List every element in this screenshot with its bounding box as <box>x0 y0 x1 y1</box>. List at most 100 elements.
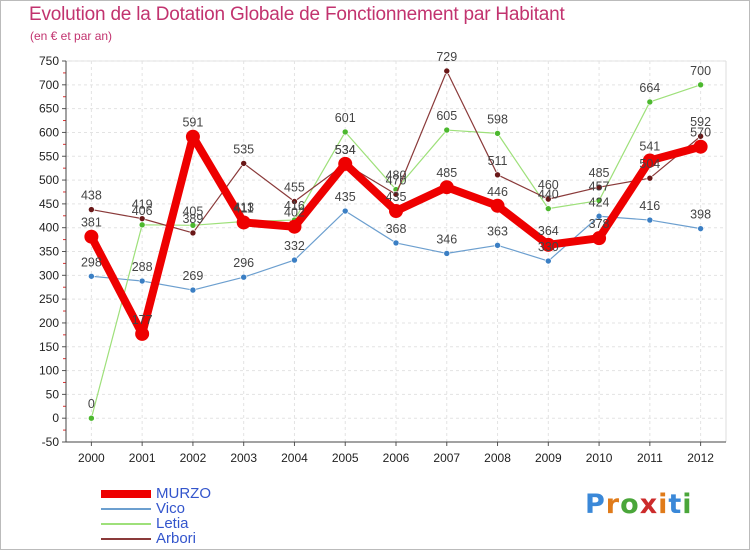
data-label-letia: 664 <box>639 81 660 95</box>
data-point-murzo <box>592 231 607 246</box>
data-point-arbori <box>392 191 400 198</box>
data-label-murzo: 435 <box>386 190 407 204</box>
x-tick-label: 2005 <box>332 451 359 465</box>
logo-letter: r <box>605 489 621 520</box>
legend-swatch-murzo <box>101 490 151 498</box>
series-layer <box>84 67 708 422</box>
data-point-arbori <box>545 195 552 203</box>
axes: -50 0 50 100 150 200 250 300 350 400 450 500 550 600 6… <box>39 54 726 465</box>
data-label-arbori: 438 <box>81 189 102 203</box>
data-label-letia: 700 <box>690 64 711 78</box>
logo-letter: P <box>585 489 606 520</box>
logo-letter: t <box>668 489 683 520</box>
data-label-murzo: 570 <box>690 126 711 140</box>
data-label-letia: 416 <box>284 199 305 213</box>
data-point-murzo <box>439 180 454 195</box>
data-label-letia: 406 <box>132 204 153 218</box>
data-label-murzo: 446 <box>487 185 508 199</box>
data-label-vico: 298 <box>81 255 102 269</box>
data-label-vico: 424 <box>589 195 610 209</box>
x-tick-label: 2006 <box>383 451 410 465</box>
y-tick-label: 400 <box>39 221 59 235</box>
data-point-arbori <box>291 198 298 205</box>
x-tick-label: 2002 <box>180 451 207 465</box>
x-tick-label: 2010 <box>586 451 613 465</box>
data-point-arbori <box>88 206 95 213</box>
logo-letter: i <box>658 489 669 520</box>
data-label-arbori: 485 <box>589 166 610 180</box>
logo-letter: i <box>682 489 693 520</box>
y-tick-label: 500 <box>39 173 59 187</box>
data-label-arbori: 419 <box>132 198 153 212</box>
data-point-murzo <box>642 153 657 168</box>
x-tick-label: 2011 <box>637 451 663 465</box>
data-label-vico: 346 <box>436 232 457 246</box>
data-label-arbori: 504 <box>639 157 660 171</box>
data-point-letia <box>189 222 197 229</box>
data-label-letia: 480 <box>386 169 407 183</box>
data-label-arbori: 729 <box>436 50 457 64</box>
data-label-murzo: 402 <box>284 206 305 220</box>
data-label-murzo: 534 <box>335 143 356 157</box>
data-label-murzo: 591 <box>182 116 203 130</box>
data-point-arbori <box>443 67 451 75</box>
data-point-letia <box>494 130 501 137</box>
data-point-letia <box>646 98 654 106</box>
data-label-arbori: 511 <box>488 154 508 168</box>
data-point-vico <box>138 277 146 285</box>
y-tick-label: 300 <box>39 268 59 282</box>
data-point-murzo <box>236 215 251 230</box>
data-label-murzo: 378 <box>589 217 610 231</box>
data-point-murzo <box>185 129 200 144</box>
data-label-vico: 363 <box>487 224 508 238</box>
data-point-arbori <box>240 160 247 167</box>
legend-label: Letia <box>156 515 189 532</box>
data-label-vico: 269 <box>182 269 203 283</box>
data-point-letia <box>138 221 146 229</box>
y-tick-label: 700 <box>39 78 59 92</box>
legend-label: Arbori <box>156 530 197 547</box>
data-label-vico: 296 <box>233 256 254 270</box>
data-point-vico <box>341 207 349 215</box>
data-point-letia <box>341 128 349 136</box>
proxiti-logo: Proxiti <box>585 489 693 520</box>
data-point-arbori <box>595 183 603 191</box>
x-tick-label: 2009 <box>535 451 562 465</box>
data-point-letia <box>697 81 704 89</box>
data-point-murzo <box>84 229 99 244</box>
data-point-vico <box>189 286 197 294</box>
x-tick-label: 2008 <box>484 451 511 465</box>
data-point-letia <box>443 126 451 134</box>
data-label-letia: 413 <box>233 200 254 214</box>
data-label-arbori: 470 <box>386 173 407 187</box>
y-tick-label: 0 <box>52 411 59 425</box>
data-point-vico <box>646 216 654 224</box>
data-point-vico <box>545 257 552 265</box>
y-tick-label: 200 <box>39 316 59 330</box>
chart-subtitle: (en € et par an) <box>30 29 113 43</box>
data-label-murzo: 485 <box>436 166 457 180</box>
legend-swatch-arbori <box>101 538 151 540</box>
data-point-vico <box>494 242 501 249</box>
data-label-letia: 0 <box>88 397 95 411</box>
data-point-vico <box>443 250 451 257</box>
data-label-arbori: 389 <box>182 212 203 226</box>
data-point-murzo <box>287 219 302 234</box>
y-tick-label: 100 <box>39 364 59 378</box>
y-tick-label: 450 <box>39 197 59 211</box>
y-tick-label: 150 <box>39 340 59 354</box>
data-label-vico: 288 <box>132 260 153 274</box>
x-tick-label: 2003 <box>230 451 257 465</box>
data-label-letia: 405 <box>182 204 203 218</box>
data-label-vico: 330 <box>538 240 559 254</box>
data-point-letia <box>545 205 552 212</box>
data-point-arbori <box>189 229 197 237</box>
y-tick-label: 50 <box>46 387 60 401</box>
x-tick-label: 2004 <box>281 451 308 465</box>
data-point-vico <box>392 239 400 247</box>
data-label-arbori: 592 <box>690 115 711 129</box>
legend-swatch-vico <box>101 508 151 510</box>
data-point-arbori <box>138 215 146 222</box>
data-point-letia <box>88 414 95 422</box>
data-label-murzo: 177 <box>132 313 153 327</box>
